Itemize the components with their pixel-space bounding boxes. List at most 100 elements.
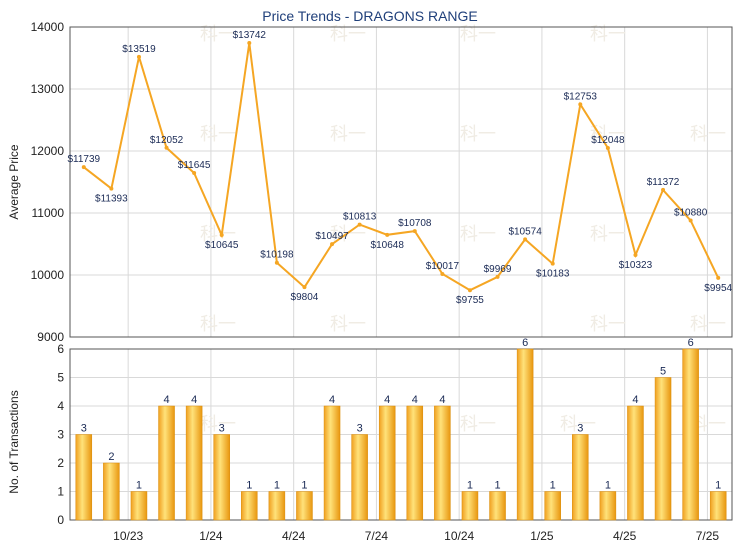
price-label-20: $10323 <box>619 260 653 271</box>
price-label-23: $9954 <box>704 283 732 294</box>
transaction-bar-15 <box>489 491 506 521</box>
watermark-5: 科一 <box>330 124 366 145</box>
transaction-bar-4 <box>185 405 203 521</box>
bar-y-tick-5: 5 <box>57 371 64 385</box>
transaction-bar-1 <box>103 462 120 521</box>
transaction-label-3: 4 <box>163 394 169 406</box>
transaction-label-21: 5 <box>660 366 666 378</box>
price-label-21: $11372 <box>647 177 680 188</box>
transaction-label-20: 4 <box>632 394 638 406</box>
price-label-5: $10645 <box>205 240 239 251</box>
bar-x-tick-7: 7/25 <box>696 529 720 543</box>
price-label-17: $10183 <box>536 269 570 280</box>
line-y-tick-1: 10000 <box>31 268 65 282</box>
transaction-bar-19 <box>599 491 617 521</box>
transaction-bar-3 <box>158 405 175 521</box>
price-point-17 <box>550 261 555 266</box>
watermark-3: 科一 <box>590 24 626 45</box>
transaction-label-4: 4 <box>191 394 197 406</box>
watermark-11: 科一 <box>460 224 496 245</box>
price-point-13 <box>440 271 445 276</box>
price-label-7: $10198 <box>260 250 294 261</box>
price-label-3: $12052 <box>150 135 184 146</box>
price-label-11: $10648 <box>371 240 405 251</box>
transaction-label-16: 6 <box>522 337 528 349</box>
price-point-6 <box>247 40 252 45</box>
price-label-2: $13519 <box>122 44 156 55</box>
bar-watermark-1: 科一 <box>460 414 496 435</box>
price-point-11 <box>385 232 390 237</box>
line-plot-frame <box>69 26 733 338</box>
price-point-9 <box>330 242 335 247</box>
transaction-label-5: 3 <box>219 423 225 435</box>
transaction-label-19: 1 <box>605 480 611 492</box>
watermark-16: 科一 <box>690 314 726 335</box>
price-point-5 <box>219 233 224 238</box>
transaction-bar-8 <box>296 491 313 521</box>
bar-watermark-3: 科一 <box>690 414 726 435</box>
price-label-6: $13742 <box>233 30 267 41</box>
price-label-1: $11393 <box>95 194 128 205</box>
line-y-axis-label: Average Price <box>7 144 21 219</box>
price-point-12 <box>412 229 417 234</box>
price-label-9: $10497 <box>315 231 349 242</box>
price-point-22 <box>688 218 693 223</box>
transaction-bar-2 <box>130 491 148 521</box>
transaction-label-13: 4 <box>439 394 445 406</box>
price-point-19 <box>605 146 610 151</box>
transaction-bar-23 <box>709 491 727 521</box>
transaction-label-15: 1 <box>494 480 500 492</box>
bar-x-tick-1: 1/24 <box>199 529 223 543</box>
watermark-7: 科一 <box>590 124 626 145</box>
transaction-bar-16 <box>516 348 534 521</box>
transaction-bar-12 <box>406 405 424 521</box>
bar-y-tick-0: 0 <box>57 513 64 527</box>
price-label-13: $10017 <box>426 261 460 272</box>
watermark-14: 科一 <box>330 314 366 335</box>
transaction-bar-21 <box>654 377 672 521</box>
price-point-14 <box>467 288 472 293</box>
line-y-tick-4: 13000 <box>31 82 65 96</box>
transactions-bar-panel: 10/23 1/24 4/24 7/24 10/24 1/25 4/25 7/25 0 1 2 3 4 5… <box>57 337 733 543</box>
price-label-16: $10574 <box>508 226 542 237</box>
price-series-line <box>83 42 720 292</box>
transaction-label-10: 3 <box>357 423 363 435</box>
bar-x-tick-4: 10/24 <box>444 529 474 543</box>
transaction-bar-22 <box>682 348 699 521</box>
price-label-0: $11739 <box>67 154 100 165</box>
bar-watermark-2: 科一 <box>560 414 596 435</box>
price-label-18: $12753 <box>564 91 598 102</box>
price-point-10 <box>357 222 362 227</box>
line-y-tick-2: 11000 <box>32 206 65 220</box>
price-point-18 <box>578 102 583 107</box>
watermark-1: 科一 <box>330 24 366 45</box>
transaction-label-2: 1 <box>136 480 142 492</box>
price-point-15 <box>495 274 500 279</box>
transaction-label-11: 4 <box>384 394 390 406</box>
transaction-bar-7 <box>268 491 286 521</box>
price-point-21 <box>661 187 666 192</box>
watermark-2: 科一 <box>460 24 496 45</box>
price-point-1 <box>109 186 114 191</box>
bar-y-tick-6: 6 <box>57 342 64 356</box>
watermark-6: 科一 <box>460 124 496 145</box>
transaction-label-14: 1 <box>467 480 473 492</box>
watermark-9: 科一 <box>200 224 236 245</box>
transaction-bar-6 <box>241 491 258 521</box>
transaction-bar-10 <box>351 434 368 521</box>
transaction-label-7: 1 <box>274 480 280 492</box>
bar-watermark-0: 科一 <box>200 414 236 435</box>
transaction-bar-14 <box>461 491 479 521</box>
transaction-label-9: 4 <box>329 394 335 406</box>
transaction-bar-20 <box>627 405 644 521</box>
price-point-16 <box>523 237 528 242</box>
transaction-bar-9 <box>323 405 341 521</box>
transaction-bar-18 <box>572 434 589 521</box>
price-label-22: $10880 <box>674 207 708 218</box>
transaction-label-17: 1 <box>550 480 556 492</box>
price-label-14: $9755 <box>456 295 484 306</box>
transaction-label-22: 6 <box>688 337 694 349</box>
transaction-bar-11 <box>378 405 396 521</box>
bar-x-tick-6: 4/25 <box>613 529 637 543</box>
watermark-4: 科一 <box>200 124 236 145</box>
